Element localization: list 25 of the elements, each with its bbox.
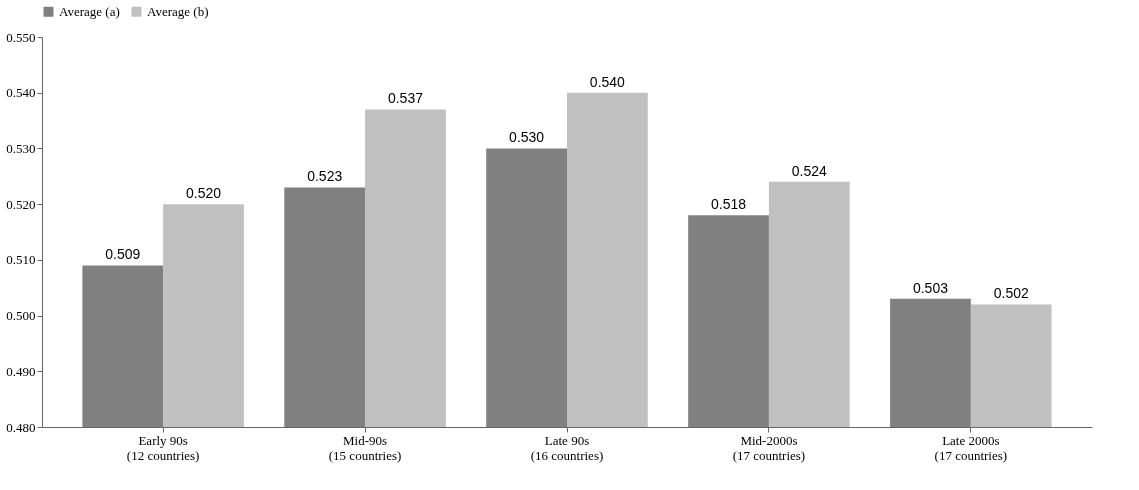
y-tick-label: 0.540 <box>6 85 36 101</box>
y-tick-label: 0.500 <box>6 308 36 324</box>
x-tick-label: Early 90s (12 countries) <box>126 432 200 463</box>
y-tick-label: 0.530 <box>6 140 36 156</box>
x-tick-label: Mid-2000s (17 countries) <box>732 432 806 463</box>
legend-label: Average (a) <box>59 3 120 19</box>
y-tick-label: 0.490 <box>6 363 36 379</box>
data-label: 0.524 <box>791 162 828 179</box>
data-label: 0.540 <box>589 73 626 90</box>
legend-label: Average (b) <box>147 3 209 19</box>
data-label: 0.509 <box>105 246 141 263</box>
x-tick-label: Late 90s (16 countries) <box>530 432 604 463</box>
data-label: 0.502 <box>993 285 1029 302</box>
data-label: 0.530 <box>509 129 545 146</box>
data-label: 0.520 <box>186 185 222 202</box>
x-tick-label: Late 2000s (17 countries) <box>934 432 1008 463</box>
data-label: 0.537 <box>387 90 424 107</box>
y-tick-label: 0.480 <box>6 419 36 435</box>
x-tick-label: Mid-90s (15 countries) <box>328 432 402 463</box>
data-label: 0.503 <box>912 279 949 296</box>
data-label: 0.523 <box>307 168 343 185</box>
y-tick-label: 0.520 <box>6 196 36 212</box>
y-tick-label: 0.510 <box>6 252 36 268</box>
data-label: 0.518 <box>711 196 747 213</box>
y-tick-label: 0.550 <box>6 29 36 45</box>
